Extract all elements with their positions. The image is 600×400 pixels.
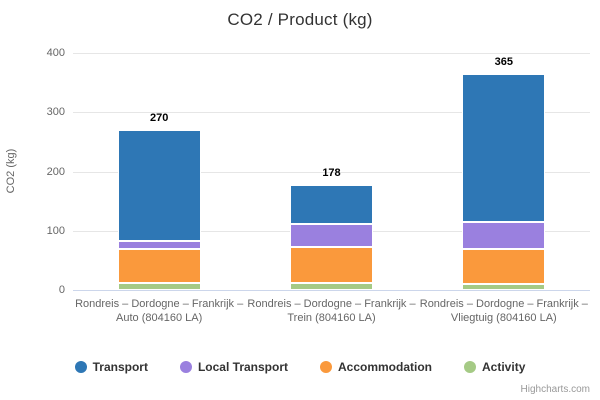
legend-item-activity[interactable]: Activity — [464, 360, 525, 374]
bar-segment-local-transport[interactable] — [117, 240, 201, 250]
bar-segment-activity[interactable] — [117, 283, 201, 290]
legend-label: Local Transport — [197, 360, 288, 374]
y-gridline — [73, 112, 590, 114]
legend-label: Activity — [482, 360, 526, 374]
bar-segment-accommodation[interactable] — [290, 246, 373, 284]
stack-total-label: 178 — [322, 166, 341, 179]
y-tick-label: 0 — [58, 284, 65, 296]
highcharts-credits-link[interactable]: Highcharts.com — [520, 384, 590, 395]
legend-marker-icon — [179, 361, 192, 373]
legend-item-accommodation[interactable]: Accommodation — [320, 360, 432, 374]
y-tick-label: 200 — [46, 165, 65, 178]
legend-marker-icon — [74, 361, 87, 373]
x-axis-line — [73, 290, 590, 291]
legend-label: Transport — [92, 360, 148, 374]
y-tick-label: 100 — [46, 224, 65, 237]
legend-item-transport[interactable]: Transport — [74, 360, 148, 374]
y-gridline — [73, 171, 590, 173]
bar-segment-transport[interactable] — [117, 130, 201, 241]
legend-label: Accommodation — [338, 360, 433, 374]
bar-segment-accommodation[interactable] — [462, 248, 546, 285]
x-category-label: Rondreis – Dordogne – Frankrijk – Trein … — [247, 298, 416, 324]
x-category-label: Rondreis – Dordogne – Frankrijk – Vliegt… — [419, 298, 588, 324]
legend-marker-icon — [320, 361, 332, 373]
y-tick-label: 400 — [46, 47, 65, 59]
stack-total-label: 270 — [149, 112, 169, 125]
y-tick-label: 300 — [46, 106, 65, 119]
bar-segment-accommodation[interactable] — [117, 249, 201, 284]
legend-item-local-transport[interactable]: Local Transport — [179, 360, 288, 374]
y-gridline — [73, 53, 590, 54]
bar-segment-local-transport[interactable] — [462, 221, 546, 249]
legend: Transport Local Transport Accommodation Act… — [0, 360, 600, 374]
legend-marker-icon — [464, 361, 477, 373]
chart-title: CO2 / Product (kg) — [227, 10, 373, 29]
bar-segment-local-transport[interactable] — [290, 223, 373, 247]
bar-segment-activity[interactable] — [290, 283, 373, 290]
bar-segment-activity[interactable] — [462, 284, 546, 290]
bar-segment-transport[interactable] — [462, 73, 546, 222]
stack-total-label: 365 — [494, 55, 513, 68]
bar-segment-transport[interactable] — [290, 184, 373, 224]
x-category-label: Rondreis – Dordogne – Frankrijk – Auto (… — [75, 298, 244, 324]
